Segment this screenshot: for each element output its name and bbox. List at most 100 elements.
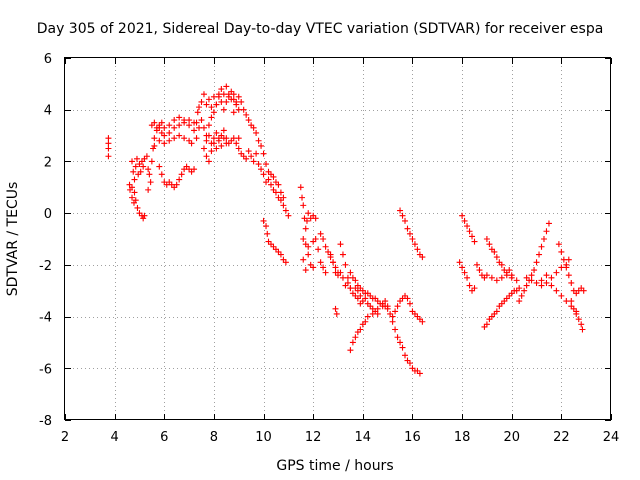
data-point xyxy=(215,137,222,144)
data-point xyxy=(466,228,473,235)
data-point xyxy=(578,321,585,328)
data-point xyxy=(483,272,490,279)
series xyxy=(235,145,292,219)
data-point xyxy=(191,166,198,173)
data-point xyxy=(205,132,212,139)
data-point xyxy=(456,259,463,266)
data-point xyxy=(469,233,476,240)
data-point xyxy=(300,236,307,242)
data-point xyxy=(382,298,389,305)
series xyxy=(459,212,478,245)
data-point xyxy=(419,318,426,325)
series xyxy=(332,305,340,317)
data-point xyxy=(277,251,284,258)
data-point xyxy=(337,241,344,248)
data-point xyxy=(176,114,183,121)
data-point xyxy=(203,153,210,160)
data-point xyxy=(147,179,154,186)
data-point xyxy=(267,181,274,188)
data-point xyxy=(461,217,468,224)
data-point xyxy=(580,287,587,294)
data-point xyxy=(258,142,265,149)
data-point xyxy=(205,158,212,165)
data-point xyxy=(158,119,165,126)
data-point xyxy=(263,161,270,168)
data-point xyxy=(473,261,480,268)
data-point xyxy=(285,212,292,219)
data-point xyxy=(220,135,227,142)
data-point xyxy=(516,298,523,305)
data-point xyxy=(352,277,359,284)
data-point xyxy=(145,166,152,173)
data-point xyxy=(146,171,153,178)
data-point xyxy=(255,161,262,168)
data-point xyxy=(161,132,168,139)
x-tick-label: 2 xyxy=(61,430,69,445)
data-point xyxy=(166,137,173,144)
data-point xyxy=(230,91,237,98)
data-point xyxy=(176,122,183,129)
chart-title: Day 305 of 2021, Sidereal Day-to-day VTE… xyxy=(37,21,604,37)
data-point xyxy=(459,212,466,219)
data-points xyxy=(105,83,587,377)
data-point xyxy=(354,287,361,294)
data-point xyxy=(392,308,399,315)
data-point xyxy=(205,96,212,103)
series xyxy=(352,285,381,317)
data-point xyxy=(330,259,337,266)
data-point xyxy=(579,326,586,333)
series xyxy=(126,181,138,196)
data-point xyxy=(166,122,173,129)
series xyxy=(230,98,287,201)
data-point xyxy=(233,101,240,108)
series xyxy=(203,135,230,165)
data-point xyxy=(339,251,346,258)
data-point xyxy=(253,129,260,136)
data-point xyxy=(305,210,312,217)
data-point xyxy=(260,217,267,224)
data-point xyxy=(322,269,329,276)
x-tick-label: 14 xyxy=(355,430,372,445)
data-point xyxy=(131,189,138,196)
data-point xyxy=(140,215,147,222)
data-point xyxy=(389,318,396,325)
data-point xyxy=(198,117,205,124)
data-point xyxy=(258,166,265,173)
axis-ticks xyxy=(65,58,612,421)
series xyxy=(151,132,195,149)
data-point xyxy=(570,305,577,312)
data-point xyxy=(320,264,327,271)
data-point xyxy=(406,300,413,307)
series xyxy=(337,241,364,307)
data-point xyxy=(223,98,230,105)
data-point xyxy=(213,129,220,136)
data-point xyxy=(129,194,136,201)
x-tick-label: 20 xyxy=(503,430,520,445)
series xyxy=(481,285,523,330)
data-point xyxy=(486,241,493,248)
data-point xyxy=(573,310,580,317)
data-point xyxy=(558,292,565,299)
data-point xyxy=(332,305,339,312)
data-point xyxy=(270,173,277,180)
data-point xyxy=(543,279,550,286)
data-point xyxy=(260,171,267,178)
data-point xyxy=(235,145,242,152)
data-point xyxy=(317,230,324,237)
series xyxy=(347,269,391,312)
data-point xyxy=(176,132,183,139)
data-point xyxy=(362,318,369,325)
y-tick-label: -4 xyxy=(39,311,52,326)
data-point xyxy=(218,142,225,149)
data-point xyxy=(357,292,364,299)
data-point xyxy=(364,313,371,320)
data-point xyxy=(220,127,227,134)
data-point xyxy=(347,269,354,276)
data-point xyxy=(317,259,324,266)
data-point xyxy=(523,274,530,281)
data-point xyxy=(208,104,215,111)
data-point xyxy=(536,251,543,258)
data-point xyxy=(543,272,550,279)
data-point xyxy=(280,202,287,209)
